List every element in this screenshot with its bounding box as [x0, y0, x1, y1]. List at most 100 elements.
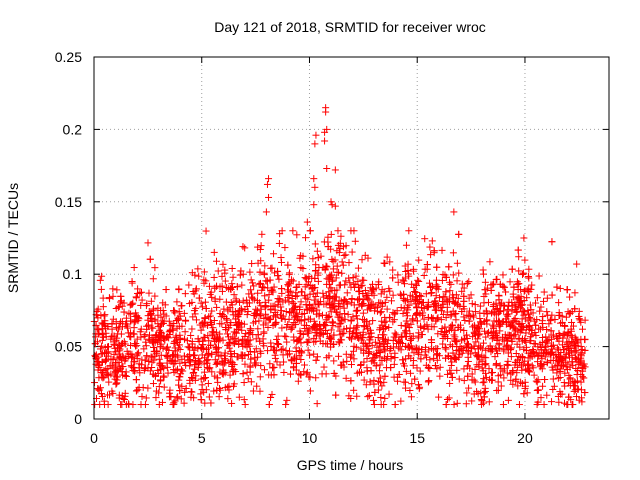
data-point — [239, 335, 247, 343]
data-point — [467, 291, 475, 299]
data-point — [191, 365, 199, 373]
data-point — [288, 322, 296, 330]
data-point — [420, 271, 428, 279]
data-point — [532, 299, 540, 307]
data-point — [385, 390, 393, 398]
data-point — [486, 258, 494, 266]
data-point — [285, 269, 293, 277]
data-point — [514, 246, 522, 254]
data-point — [476, 302, 484, 310]
data-point — [101, 344, 109, 352]
data-point — [258, 230, 266, 238]
data-point — [212, 257, 220, 265]
data-point — [188, 388, 196, 396]
data-point — [327, 326, 335, 334]
data-point — [420, 304, 428, 312]
data-point — [246, 268, 254, 276]
data-point — [285, 315, 293, 323]
data-point — [557, 319, 565, 327]
data-point — [354, 322, 362, 330]
data-point — [433, 263, 441, 271]
data-point — [452, 316, 460, 324]
data-point — [257, 242, 265, 250]
data-point — [406, 386, 414, 394]
x-tick-label: 15 — [409, 430, 425, 446]
data-point — [274, 332, 282, 340]
data-point — [280, 358, 288, 366]
data-point — [293, 292, 301, 300]
data-point — [142, 394, 150, 402]
data-point — [482, 317, 490, 325]
data-point — [424, 378, 432, 386]
data-point — [257, 349, 265, 357]
data-point — [156, 366, 164, 374]
data-point — [504, 361, 512, 369]
data-point — [228, 280, 236, 288]
data-point — [375, 367, 383, 375]
data-point — [468, 300, 476, 308]
data-point — [120, 299, 128, 307]
data-point — [304, 346, 312, 354]
data-point — [194, 265, 202, 273]
data-point — [327, 334, 335, 342]
data-point — [160, 383, 168, 391]
data-point — [210, 248, 218, 256]
data-point — [402, 367, 410, 375]
data-point — [330, 357, 338, 365]
data-point — [499, 271, 507, 279]
data-point — [391, 401, 399, 409]
data-point — [412, 300, 420, 308]
data-point — [540, 349, 548, 357]
data-point — [480, 353, 488, 361]
data-point — [265, 291, 273, 299]
data-point — [383, 293, 391, 301]
data-point — [558, 341, 566, 349]
data-point — [243, 311, 251, 319]
data-point — [210, 273, 218, 281]
data-point — [463, 279, 471, 287]
data-point — [410, 267, 418, 275]
data-point — [140, 332, 148, 340]
data-point — [465, 294, 473, 302]
data-point — [563, 286, 571, 294]
data-point — [453, 366, 461, 374]
data-point — [102, 356, 110, 364]
data-point — [402, 241, 410, 249]
data-point — [254, 325, 262, 333]
data-point — [107, 335, 115, 343]
y-tick-label: 0.05 — [55, 339, 82, 355]
data-point — [275, 239, 283, 247]
data-point — [290, 304, 298, 312]
data-point — [273, 358, 281, 366]
data-point — [506, 278, 514, 286]
data-point — [204, 356, 212, 364]
data-point — [377, 393, 385, 401]
data-point — [369, 317, 377, 325]
data-point — [358, 256, 366, 264]
data-point — [261, 262, 269, 270]
data-point — [566, 353, 574, 361]
data-point — [371, 338, 379, 346]
data-point — [387, 345, 395, 353]
data-point — [351, 237, 359, 245]
data-point — [213, 303, 221, 311]
data-point — [127, 310, 135, 318]
data-point — [455, 230, 463, 238]
data-point — [331, 202, 339, 210]
data-point — [550, 382, 558, 390]
data-point — [385, 324, 393, 332]
data-point — [170, 399, 178, 407]
data-point — [113, 373, 121, 381]
data-point — [239, 243, 247, 251]
data-point — [453, 399, 461, 407]
data-point — [244, 375, 252, 383]
data-point — [364, 393, 372, 401]
x-tick-label: 10 — [302, 430, 318, 446]
data-point — [405, 301, 413, 309]
data-point — [182, 361, 190, 369]
data-point — [313, 247, 321, 255]
data-point — [174, 393, 182, 401]
data-point — [513, 369, 521, 377]
data-point — [571, 378, 579, 386]
data-point — [334, 227, 342, 235]
